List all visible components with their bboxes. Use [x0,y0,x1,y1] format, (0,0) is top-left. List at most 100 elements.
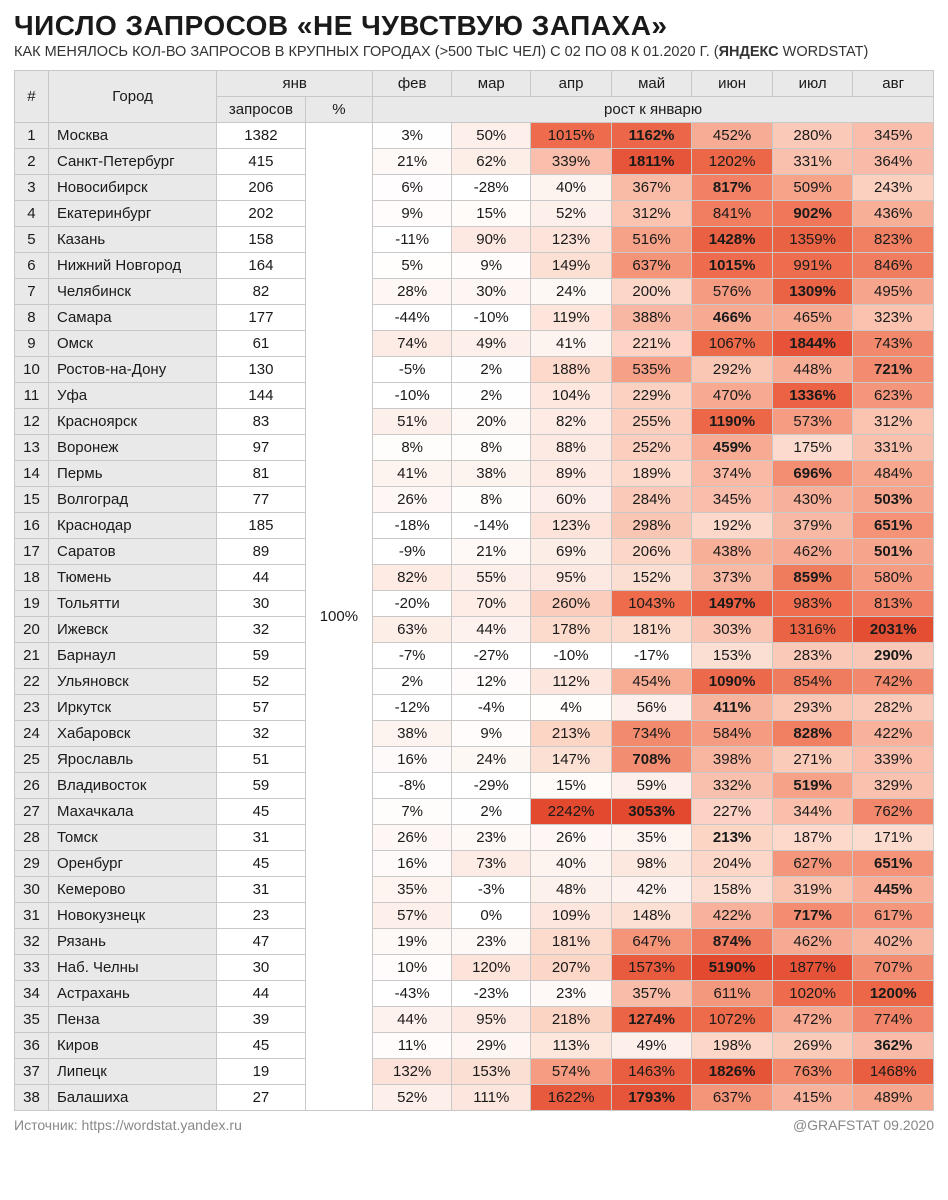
row-value: 204% [692,851,773,877]
row-requests: 32 [217,617,305,643]
row-requests: 32 [217,721,305,747]
row-value: 63% [373,617,452,643]
row-number: 24 [15,721,49,747]
row-number: 25 [15,747,49,773]
row-value: 1190% [692,409,773,435]
row-value: 16% [373,851,452,877]
row-value: 88% [531,435,612,461]
row-value: 2% [452,383,531,409]
row-value: 200% [611,279,692,305]
row-city: Хабаровск [48,721,216,747]
row-value: 367% [611,175,692,201]
row-value: 28% [373,279,452,305]
row-value: 52% [531,201,612,227]
row-value: 12% [452,669,531,695]
row-value: 23% [452,825,531,851]
row-value: 8% [452,487,531,513]
row-value: 42% [611,877,692,903]
row-number: 2 [15,149,49,175]
row-city: Рязань [48,929,216,955]
row-value: 774% [853,1007,934,1033]
row-value: 30% [452,279,531,305]
row-value: 854% [772,669,853,695]
col-growth: рост к январю [373,97,934,123]
row-number: 33 [15,955,49,981]
row-value: 26% [373,487,452,513]
subtitle-tail: WORDSTAT) [779,44,869,60]
col-feb: фев [373,71,452,97]
row-value: 15% [452,201,531,227]
row-value: -23% [452,981,531,1007]
row-value: 95% [531,565,612,591]
row-value: -18% [373,513,452,539]
row-value: 452% [692,123,773,149]
row-value: 293% [772,695,853,721]
row-value: 823% [853,227,934,253]
row-value: 983% [772,591,853,617]
row-value: -4% [452,695,531,721]
row-requests: 185 [217,513,305,539]
row-value: 1020% [772,981,853,1007]
table-row: 28Томск3126%23%26%35%213%187%171% [15,825,934,851]
row-value: 69% [531,539,612,565]
row-value: 436% [853,201,934,227]
row-value: 509% [772,175,853,201]
row-value: 1497% [692,591,773,617]
row-number: 32 [15,929,49,955]
row-number: 22 [15,669,49,695]
row-value: 319% [772,877,853,903]
row-value: 1090% [692,669,773,695]
row-value: 290% [853,643,934,669]
row-number: 12 [15,409,49,435]
row-value: 9% [452,253,531,279]
row-value: 617% [853,903,934,929]
row-number: 8 [15,305,49,331]
row-requests: 23 [217,903,305,929]
table-row: 37Липецк19132%153%574%1463%1826%763%1468… [15,1059,934,1085]
row-city: Санкт-Петербург [48,149,216,175]
row-value: 3053% [611,799,692,825]
row-value: 95% [452,1007,531,1033]
table-row: 26Владивосток59-8%-29%15%59%332%519%329% [15,773,934,799]
row-value: 331% [853,435,934,461]
row-value: 158% [692,877,773,903]
row-value: -27% [452,643,531,669]
row-value: 57% [373,903,452,929]
row-value: -11% [373,227,452,253]
row-city: Наб. Челны [48,955,216,981]
row-value: 38% [452,461,531,487]
row-value: 1359% [772,227,853,253]
row-number: 4 [15,201,49,227]
row-value: 1573% [611,955,692,981]
row-value: 516% [611,227,692,253]
row-value: 364% [853,149,934,175]
table-row: 22Ульяновск522%12%112%454%1090%854%742% [15,669,934,695]
row-value: 637% [692,1085,773,1111]
row-value: 707% [853,955,934,981]
table-row: 24Хабаровск3238%9%213%734%584%828%422% [15,721,934,747]
row-number: 27 [15,799,49,825]
row-value: 82% [373,565,452,591]
row-city: Махачкала [48,799,216,825]
row-number: 23 [15,695,49,721]
table-row: 35Пенза3944%95%218%1274%1072%472%774% [15,1007,934,1033]
row-requests: 39 [217,1007,305,1033]
row-value: 207% [531,955,612,981]
row-value: 73% [452,851,531,877]
row-number: 28 [15,825,49,851]
row-value: 813% [853,591,934,617]
row-value: 41% [531,331,612,357]
row-value: 708% [611,747,692,773]
table-row: 7Челябинск8228%30%24%200%576%1309%495% [15,279,934,305]
subtitle-bold: ЯНДЕКС [719,44,779,60]
row-value: 345% [692,487,773,513]
row-city: Волгоград [48,487,216,513]
row-value: 4% [531,695,612,721]
row-city: Ижевск [48,617,216,643]
row-requests: 45 [217,851,305,877]
row-number: 5 [15,227,49,253]
row-value: -29% [452,773,531,799]
table-row: 29Оренбург4516%73%40%98%204%627%651% [15,851,934,877]
row-value: 38% [373,721,452,747]
row-value: 503% [853,487,934,513]
